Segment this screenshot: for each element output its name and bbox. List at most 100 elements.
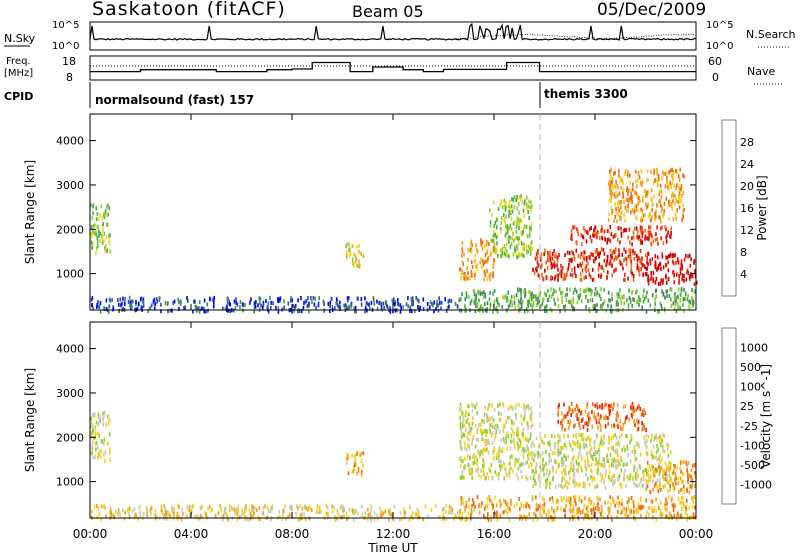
heatmap-cell: [550, 287, 552, 292]
nsky-right-tick-top: 10^5: [706, 20, 733, 31]
heatmap-cell: [495, 425, 497, 430]
heatmap-cell: [640, 218, 642, 223]
heatmap-cell: [342, 508, 344, 513]
heatmap-cell: [527, 303, 530, 308]
heatmap-cell: [678, 205, 681, 210]
heatmap-cell: [507, 304, 510, 309]
heatmap-cell: [270, 517, 272, 522]
heatmap-cell: [589, 274, 592, 279]
heatmap-cell: [585, 443, 588, 448]
heatmap-cell: [96, 225, 99, 230]
heatmap-cell: [517, 457, 520, 462]
heatmap-cell: [634, 169, 637, 174]
heatmap-cell: [576, 440, 579, 445]
colorbar-label: Velocity [m s^-1]: [759, 364, 773, 468]
heatmap-cell: [660, 303, 662, 308]
heatmap-cell: [681, 210, 684, 215]
heatmap-cell: [584, 484, 586, 489]
heatmap-cell: [632, 235, 635, 240]
heatmap-cell: [181, 507, 183, 512]
heatmap-cell: [227, 517, 230, 522]
heatmap-cell: [403, 510, 406, 515]
heatmap-cell: [604, 424, 607, 429]
heatmap-cell: [532, 294, 535, 299]
heatmap-cell: [582, 425, 585, 429]
heatmap-cell: [694, 474, 697, 479]
heatmap-cell: [530, 227, 532, 232]
heatmap-cell: [575, 403, 578, 408]
heatmap-cell: [687, 479, 689, 484]
heatmap-cell: [506, 226, 509, 231]
heatmap-cell: [516, 246, 519, 251]
heatmap-cell: [535, 297, 537, 302]
time-axis-label: Time UT: [367, 541, 418, 554]
heatmap-cell: [604, 500, 606, 505]
heatmap-cell: [185, 514, 188, 519]
heatmap-cell: [373, 517, 376, 522]
heatmap-cell: [490, 515, 492, 519]
heatmap-cell: [228, 504, 231, 509]
heatmap-cell: [524, 199, 526, 204]
heatmap-cell: [502, 460, 505, 465]
heatmap-cell: [355, 309, 357, 314]
heatmap-cell: [668, 294, 671, 298]
heatmap-cell: [170, 505, 173, 510]
heatmap-cell: [353, 463, 356, 468]
heatmap-cell: [626, 186, 629, 191]
heatmap-cell: [105, 298, 108, 303]
heatmap-cell: [461, 253, 463, 258]
colorbar-tick-label: 100: [740, 381, 761, 394]
heatmap-cell: [585, 472, 587, 477]
heatmap-cell: [630, 248, 632, 253]
heatmap-cell: [682, 297, 685, 302]
x-tick-label: 20:00: [578, 527, 613, 541]
heatmap-cell: [90, 225, 93, 229]
nsky-left-tick-bottom: 10^0: [52, 41, 79, 52]
heatmap-cell: [542, 506, 544, 511]
heatmap-cell: [542, 496, 544, 501]
heatmap-cell: [654, 254, 657, 259]
heatmap-cell: [511, 197, 513, 201]
heatmap-cell: [594, 403, 596, 408]
heatmap-cell: [678, 199, 681, 204]
heatmap-cell: [230, 505, 233, 510]
heatmap-cell: [694, 289, 697, 294]
heatmap-cell: [499, 202, 502, 207]
heatmap-cell: [252, 515, 254, 520]
heatmap-cell: [515, 229, 518, 234]
heatmap-cell: [548, 453, 551, 458]
heatmap-cell: [532, 309, 534, 314]
heatmap-cell: [491, 403, 493, 408]
heatmap-cell: [657, 489, 659, 494]
heatmap-cell: [415, 512, 417, 517]
heatmap-cell: [296, 504, 298, 509]
heatmap-cell: [347, 471, 350, 476]
heatmap-cell: [322, 299, 325, 304]
heatmap-cell: [547, 251, 549, 255]
heatmap-cell: [498, 446, 501, 451]
heatmap-cell: [569, 419, 572, 424]
heatmap-cell: [463, 276, 465, 281]
heatmap-cell: [431, 302, 433, 306]
heatmap-cell: [497, 411, 500, 416]
heatmap-cell: [614, 170, 616, 175]
heatmap-cell: [598, 509, 601, 514]
heatmap-cell: [198, 306, 200, 311]
heatmap-cell: [90, 235, 93, 240]
heatmap-cell: [411, 300, 414, 305]
heatmap-cell: [637, 194, 639, 199]
heatmap-cell: [674, 302, 676, 307]
heatmap-cell: [94, 426, 97, 431]
heatmap-cell: [498, 453, 500, 458]
heatmap-cell: [566, 250, 569, 255]
heatmap-cell: [627, 208, 629, 213]
heatmap-cell: [659, 215, 661, 220]
power-data: [90, 167, 698, 314]
heatmap-cell: [349, 251, 352, 256]
heatmap-cell: [283, 305, 285, 310]
heatmap-cell: [508, 226, 510, 231]
heatmap-cell: [507, 209, 510, 214]
heatmap-cell: [547, 517, 549, 522]
heatmap-cell: [593, 444, 596, 449]
